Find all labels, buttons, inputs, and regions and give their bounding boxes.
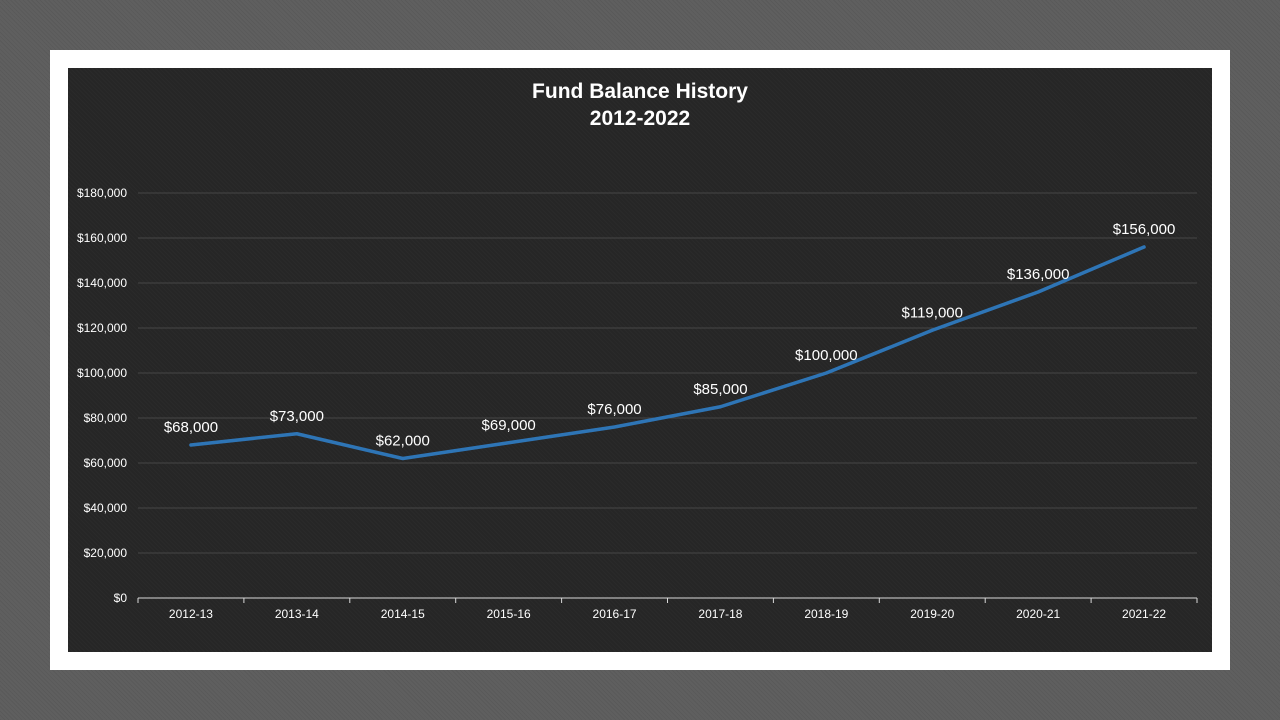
chart-subtitle: 2012-2022 [589,107,691,130]
x-tick-label: 2018-19 [804,607,848,621]
chart-title: Fund Balance History 2012-2022 [68,78,1212,132]
x-tick-label: 2017-18 [698,607,742,621]
x-tick-label: 2020-21 [1016,607,1060,621]
series-line [189,245,1146,461]
y-tick-label: $80,000 [84,411,128,425]
data-point [1036,290,1040,294]
data-point [507,441,511,445]
chart-area [68,68,1212,652]
x-tick-label: 2012-13 [169,607,213,621]
data-point [930,328,934,332]
data-label: $62,000 [376,433,430,450]
data-label: $100,000 [795,347,858,364]
x-tick-label: 2019-20 [910,607,954,621]
x-tick-label: 2021-22 [1122,607,1166,621]
y-tick-label: $160,000 [77,231,127,245]
data-point [401,457,405,460]
data-point [295,432,299,436]
data-point [613,425,617,429]
data-point [824,371,828,375]
data-label: $73,000 [270,408,324,425]
y-tick-label: $120,000 [77,321,127,335]
y-tick-label: $60,000 [84,456,128,470]
data-point [1142,245,1146,249]
data-label: $76,000 [587,401,641,418]
y-tick-label: $140,000 [77,276,127,290]
data-label: $119,000 [902,304,963,321]
x-tick-label: 2013-14 [275,607,319,621]
data-label: $85,000 [693,381,747,398]
y-tick-label: $0 [114,591,128,605]
x-tick-label: 2014-15 [381,607,425,621]
data-label: $69,000 [482,417,536,434]
y-tick-label: $40,000 [84,501,128,515]
x-tick-label: 2015-16 [487,607,531,621]
chart-title-line: Fund Balance History [532,80,748,103]
data-point [189,443,193,447]
data-label: $156,000 [1113,221,1176,238]
y-tick-label: $100,000 [77,366,127,380]
x-axis [137,597,1198,603]
y-axis-tick-labels: $0 $20,000 $40,000 $60,000 $80,000 $100,000 $1… [77,186,127,605]
data-label: $68,000 [164,419,218,436]
data-point [718,405,722,409]
data-labels: $68,000 $73,000 $62,000 $69,000 $76,000 $85,0… [164,221,1176,450]
x-tick-label: 2016-17 [593,607,637,621]
gridlines [138,192,1197,554]
data-label: $136,000 [1007,266,1070,283]
series-line-path [189,245,1146,461]
x-axis-tick-labels: 2012-13 2013-14 2014-15 2015-16 2016-17 2017-… [169,607,1166,621]
y-tick-label: $20,000 [84,546,128,560]
y-tick-label: $180,000 [77,186,127,200]
